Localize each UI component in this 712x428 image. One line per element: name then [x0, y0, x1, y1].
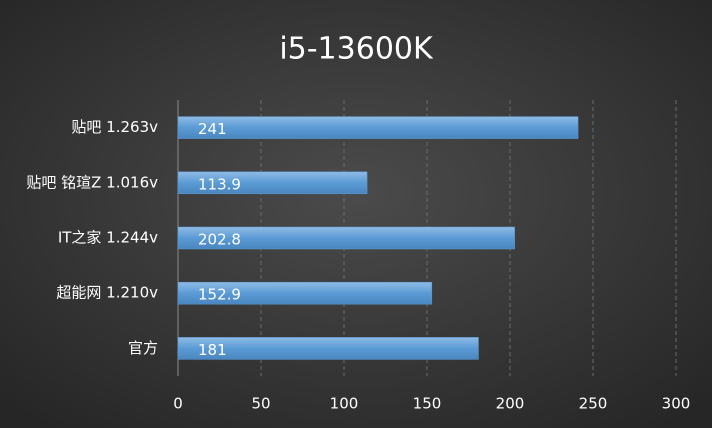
- x-tick-label: 50: [251, 395, 270, 413]
- x-tick-label: 100: [330, 395, 359, 413]
- value-label: 241: [198, 120, 227, 138]
- x-tick-label: 150: [413, 395, 442, 413]
- x-tick-label: 300: [662, 395, 691, 413]
- bar: [177, 337, 479, 360]
- value-label: 113.9: [198, 175, 241, 193]
- value-label: 181: [198, 341, 227, 359]
- y-tick-label: 官方: [128, 339, 158, 357]
- value-label: 202.8: [198, 231, 241, 249]
- bar: [177, 171, 368, 195]
- x-tick-label: 0: [173, 395, 183, 413]
- y-tick-label: 贴吧 1.263v: [71, 118, 158, 136]
- y-tick-label: 超能网 1.210v: [56, 284, 158, 302]
- chart-title: i5-13600K: [279, 32, 434, 67]
- y-tick-label: IT之家 1.244v: [58, 229, 158, 247]
- y-tick-label: 贴吧 铭瑄Z 1.016v: [26, 173, 158, 191]
- bar: [177, 281, 433, 305]
- x-tick-label: 200: [496, 395, 525, 413]
- bar: [177, 226, 515, 250]
- value-label: 152.9: [198, 286, 241, 304]
- x-tick-label: 250: [579, 395, 608, 413]
- bar: [177, 116, 579, 139]
